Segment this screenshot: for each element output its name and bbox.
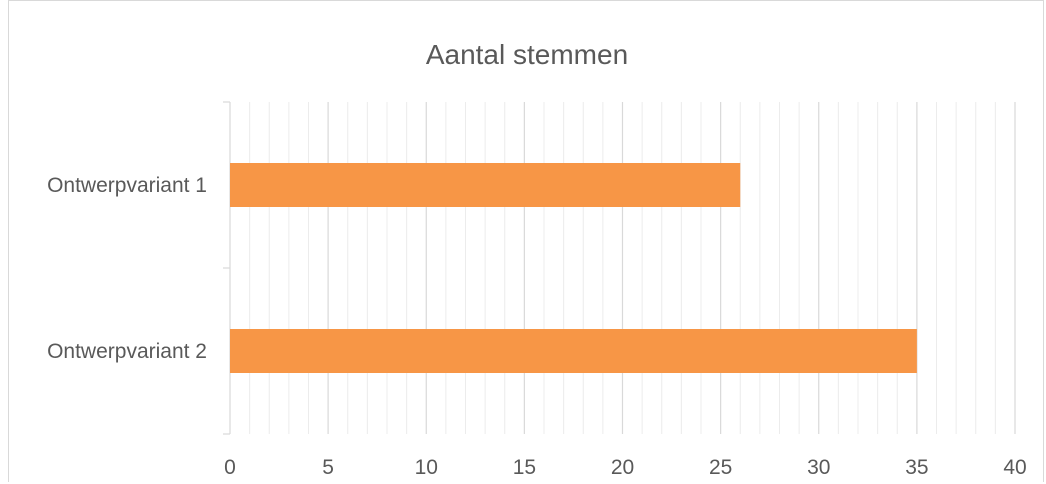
minor-gridlines — [249, 102, 996, 434]
x-tick-label: 0 — [224, 456, 236, 479]
x-tick-label: 20 — [611, 456, 634, 479]
x-tick-label: 30 — [807, 456, 830, 479]
y-tick-label: Ontwerpvariant 1 — [47, 174, 207, 197]
y-tick-label: Ontwerpvariant 2 — [47, 340, 207, 363]
chart-frame: Aantal stemmen — [8, 0, 1044, 482]
x-tick-label: 35 — [905, 456, 928, 479]
bars — [230, 163, 917, 373]
y-tick-labels: Ontwerpvariant 1 Ontwerpvariant 2 — [47, 174, 207, 363]
x-tick-label: 25 — [709, 456, 732, 479]
major-gridlines — [327, 102, 1016, 434]
x-tick-label: 10 — [415, 456, 438, 479]
bar — [230, 329, 917, 373]
bar — [230, 163, 741, 207]
x-tick-label: 40 — [1003, 456, 1026, 479]
x-tick-labels: 0 5 10 15 20 25 30 35 40 — [224, 456, 1027, 479]
chart-title: Aantal stemmen — [425, 39, 629, 70]
x-tick-label: 15 — [513, 456, 536, 479]
category-axis — [223, 101, 231, 435]
x-tick-label: 5 — [322, 456, 334, 479]
